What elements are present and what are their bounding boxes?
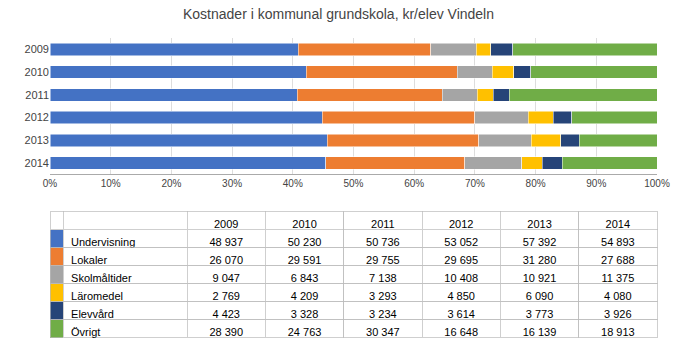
svg-text:4 850: 4 850 <box>447 290 475 302</box>
svg-text:57 392: 57 392 <box>523 236 557 248</box>
svg-text:3 926: 3 926 <box>604 308 632 320</box>
svg-text:2010: 2010 <box>25 66 49 78</box>
svg-text:20%: 20% <box>161 178 181 189</box>
svg-text:Övrigt: Övrigt <box>71 326 100 338</box>
svg-text:10 921: 10 921 <box>523 272 557 284</box>
svg-text:50 230: 50 230 <box>288 236 322 248</box>
svg-text:7 138: 7 138 <box>369 272 397 284</box>
svg-text:3 328: 3 328 <box>291 308 319 320</box>
svg-text:50 736: 50 736 <box>366 236 400 248</box>
svg-text:9 047: 9 047 <box>212 272 240 284</box>
svg-text:Läromedel: Läromedel <box>71 290 123 302</box>
svg-text:2011: 2011 <box>25 89 49 101</box>
svg-text:70%: 70% <box>465 178 485 189</box>
svg-text:Kostnader i kommunal grundskol: Kostnader i kommunal grundskola, kr/elev… <box>183 6 494 22</box>
svg-text:6 090: 6 090 <box>526 290 554 302</box>
svg-text:3 773: 3 773 <box>526 308 554 320</box>
svg-text:2012: 2012 <box>449 218 473 230</box>
svg-text:18 913: 18 913 <box>601 326 635 338</box>
svg-text:2 769: 2 769 <box>212 290 240 302</box>
svg-text:0%: 0% <box>43 178 58 189</box>
svg-text:4 209: 4 209 <box>291 290 319 302</box>
svg-text:26 070: 26 070 <box>209 254 243 266</box>
svg-text:Elevvård: Elevvård <box>71 308 114 320</box>
svg-text:30 347: 30 347 <box>366 326 400 338</box>
svg-text:54 893: 54 893 <box>601 236 635 248</box>
svg-text:30%: 30% <box>222 178 242 189</box>
svg-text:11 375: 11 375 <box>601 272 634 284</box>
svg-text:53 052: 53 052 <box>444 236 478 248</box>
svg-text:Skolmåltider: Skolmåltider <box>71 272 132 284</box>
svg-text:29 755: 29 755 <box>366 254 400 266</box>
svg-text:31 280: 31 280 <box>523 254 557 266</box>
svg-text:16 139: 16 139 <box>523 326 557 338</box>
svg-text:3 293: 3 293 <box>369 290 397 302</box>
svg-text:2010: 2010 <box>292 218 316 230</box>
svg-text:Lokaler: Lokaler <box>71 254 107 266</box>
svg-text:4 080: 4 080 <box>604 290 632 302</box>
svg-text:29 591: 29 591 <box>288 254 322 266</box>
svg-text:24 763: 24 763 <box>288 326 322 338</box>
svg-text:80%: 80% <box>526 178 546 189</box>
svg-text:48 937: 48 937 <box>209 236 243 248</box>
svg-text:3 234: 3 234 <box>369 308 397 320</box>
svg-text:2012: 2012 <box>25 111 49 123</box>
svg-text:28 390: 28 390 <box>209 326 243 338</box>
svg-text:Undervisning: Undervisning <box>71 236 135 248</box>
svg-text:2009: 2009 <box>214 218 238 230</box>
svg-text:2013: 2013 <box>527 218 551 230</box>
svg-text:10 408: 10 408 <box>444 272 478 284</box>
svg-text:6 843: 6 843 <box>291 272 319 284</box>
svg-text:16 648: 16 648 <box>444 326 478 338</box>
svg-text:2014: 2014 <box>606 218 630 230</box>
svg-text:100%: 100% <box>644 178 670 189</box>
svg-text:2011: 2011 <box>371 218 395 230</box>
svg-text:27 688: 27 688 <box>601 254 635 266</box>
svg-text:29 695: 29 695 <box>444 254 478 266</box>
svg-text:40%: 40% <box>283 178 303 189</box>
svg-text:2014: 2014 <box>25 157 49 169</box>
svg-text:4 423: 4 423 <box>212 308 240 320</box>
svg-text:3 614: 3 614 <box>447 308 475 320</box>
svg-text:60%: 60% <box>404 178 424 189</box>
svg-text:10%: 10% <box>101 178 121 189</box>
svg-text:50%: 50% <box>343 178 363 189</box>
svg-text:90%: 90% <box>586 178 606 189</box>
svg-text:2009: 2009 <box>25 43 49 55</box>
svg-text:2013: 2013 <box>25 134 49 146</box>
